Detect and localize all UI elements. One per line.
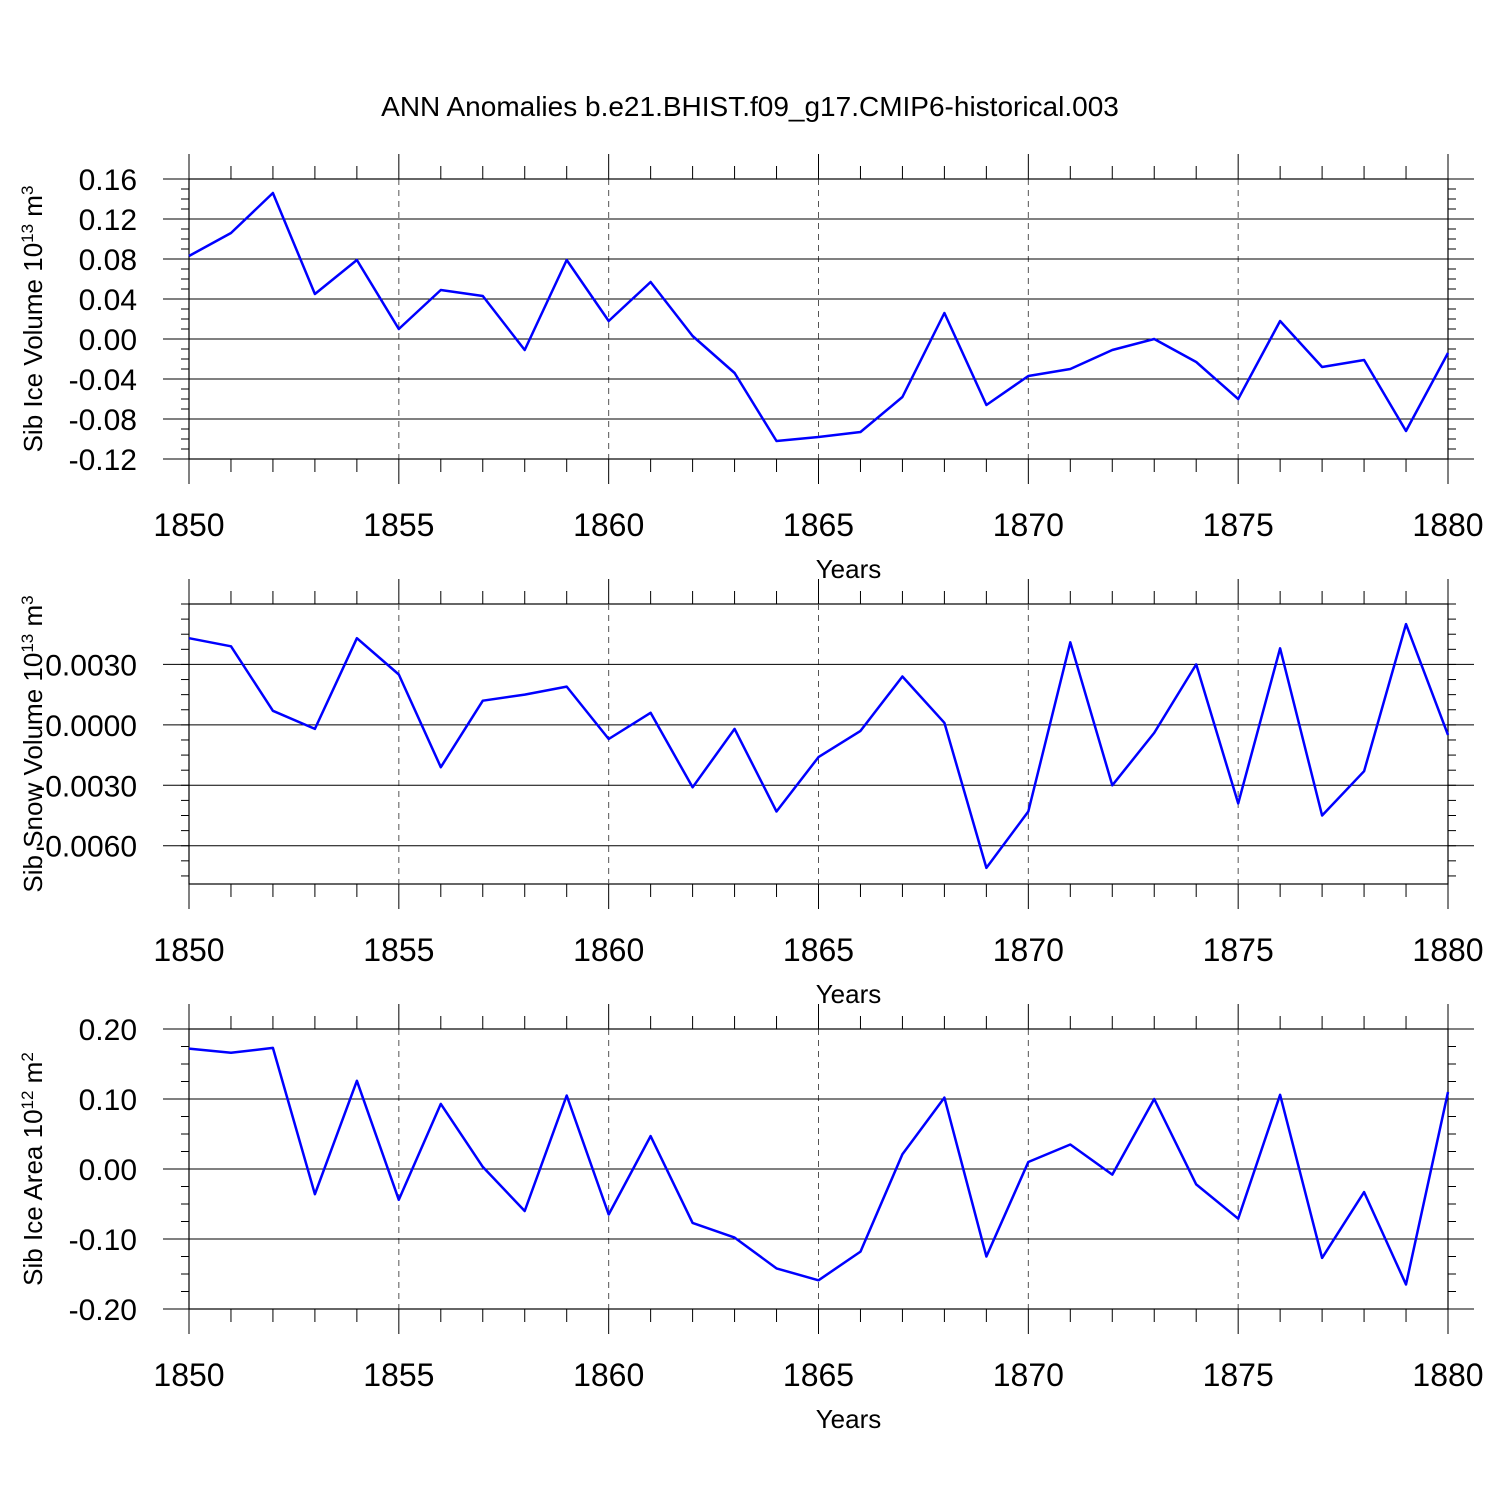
chart-panel-2: -0.0060 -0.0030 0.0000 0.0030 1850 1855 1860 18… <box>18 579 1484 1009</box>
x-tick-label: 1870 <box>993 1357 1064 1393</box>
x-tick-label: 1870 <box>993 507 1064 543</box>
y-tick-label: 0.10 <box>79 1084 137 1117</box>
y-tick-label: -0.20 <box>69 1294 137 1327</box>
panels: -0.12 -0.08 -0.04 0.00 0.04 0.08 0.12 0.16 1850 1… <box>18 154 1484 1434</box>
y-tick-label: -0.0030 <box>35 770 137 803</box>
series-line-1 <box>188 622 1450 870</box>
y-axis-label-part: m <box>18 195 48 224</box>
x-tick-label: 1880 <box>1412 932 1483 968</box>
x-axis-label: Years <box>816 1404 882 1434</box>
x-tick-label: 1865 <box>783 507 854 543</box>
x-tick-label: 1875 <box>1203 507 1274 543</box>
y-axis-label-part: m <box>18 605 48 634</box>
plot-frame <box>188 178 1449 460</box>
x-tick-label: 1850 <box>153 1357 224 1393</box>
y-axis-label-part: Sib Ice Volume 10 <box>18 243 48 453</box>
y-tick-label: 0.20 <box>79 1014 137 1047</box>
y-axis-label-superscript: 13 <box>18 634 37 653</box>
y-axis-label: Sib Snow Volume 1013 m3 <box>18 595 49 892</box>
y-tick-label: 0.0000 <box>45 710 137 743</box>
y-axis-label: Sib Ice Volume 1013 m3 <box>18 186 49 453</box>
x-tick-label: 1855 <box>363 932 434 968</box>
chart-panel-1: -0.12 -0.08 -0.04 0.00 0.04 0.08 0.12 0.16 1850 1… <box>18 154 1484 584</box>
y-tick-label: 0.00 <box>79 324 137 357</box>
x-tick-label: 1875 <box>1203 932 1274 968</box>
x-tick-label: 1880 <box>1412 1357 1483 1393</box>
chart-panel-3: -0.20 -0.10 0.00 0.10 0.20 1850 1855 1860 1865 18… <box>18 1004 1484 1434</box>
y-tick-label: -0.12 <box>69 444 137 477</box>
x-tick-label: 1855 <box>363 1357 434 1393</box>
y-axis-label-superscript: 13 <box>18 224 37 243</box>
x-tick-label: 1850 <box>153 507 224 543</box>
series-line-1 <box>188 1046 1450 1286</box>
y-axis-label-superscript: 3 <box>18 186 37 195</box>
x-tick-label: 1860 <box>573 507 644 543</box>
y-axis-label-part: Sib Ice Area 10 <box>18 1109 48 1285</box>
y-tick-label: -0.08 <box>69 404 137 437</box>
y-tick-label: 0.08 <box>79 244 137 277</box>
y-axis-label: Sib Ice Area 1012 m2 <box>18 1052 49 1286</box>
y-tick-label: -0.0060 <box>35 831 137 864</box>
y-tick-label: 0.04 <box>79 284 137 317</box>
y-tick-label: -0.04 <box>69 364 137 397</box>
x-tick-label: 1860 <box>573 932 644 968</box>
y-axis-label-part: Sib Snow Volume 10 <box>18 653 48 893</box>
x-tick-label: 1870 <box>993 932 1064 968</box>
x-tick-label: 1865 <box>783 932 854 968</box>
series-line-1 <box>188 191 1450 443</box>
y-tick-label: 0.00 <box>79 1154 137 1187</box>
x-axis-label: Years <box>816 554 882 584</box>
x-tick-label: 1875 <box>1203 1357 1274 1393</box>
y-tick-label: 0.12 <box>79 204 137 237</box>
x-tick-label: 1880 <box>1412 507 1483 543</box>
y-axis-label-superscript: 2 <box>18 1052 37 1061</box>
y-axis-label-part: m <box>18 1062 48 1091</box>
x-tick-label: 1860 <box>573 1357 644 1393</box>
y-axis-label-superscript: 12 <box>18 1091 37 1110</box>
x-tick-label: 1865 <box>783 1357 854 1393</box>
x-tick-label: 1855 <box>363 507 434 543</box>
y-tick-label: -0.10 <box>69 1224 137 1257</box>
x-tick-label: 1850 <box>153 932 224 968</box>
x-axis-label: Years <box>816 979 882 1009</box>
y-tick-label: 0.16 <box>79 164 137 197</box>
plot-frame <box>188 603 1449 885</box>
y-axis-label-superscript: 3 <box>18 595 37 604</box>
y-tick-label: 0.0030 <box>45 649 137 682</box>
figure-title: ANN Anomalies b.e21.BHIST.f09_g17.CMIP6-… <box>381 91 1119 122</box>
